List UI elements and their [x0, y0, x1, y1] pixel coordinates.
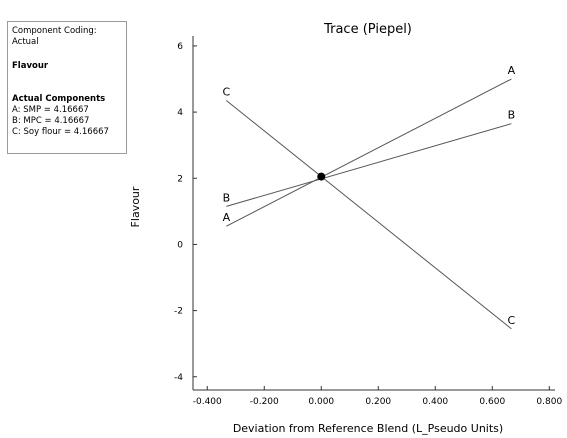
trace-label-c-end: C: [508, 314, 516, 327]
x-tick-label: -0.200: [250, 397, 279, 407]
trace-line-b: [226, 123, 512, 207]
reference-blend-point: [317, 172, 326, 181]
component-b-value: B: MPC = 4.16667: [12, 116, 90, 126]
trace-label-a-end: A: [508, 64, 516, 77]
y-tick-label: 0: [177, 240, 183, 250]
y-tick-label: -2: [174, 307, 183, 317]
y-tick-label: 2: [177, 174, 183, 184]
x-tick-label: 0.800: [536, 397, 562, 407]
component-c-value: C: Soy flour = 4.16667: [12, 127, 109, 137]
actual-components-title: Actual Components: [12, 94, 106, 104]
y-axis-title: Flavour: [129, 186, 142, 227]
trace-label-b-end: B: [508, 109, 516, 122]
x-tick-label: 0.600: [479, 397, 505, 407]
y-tick-label: 6: [177, 42, 183, 52]
trace-label-c-start: C: [223, 86, 231, 99]
x-axis-title: Deviation from Reference Blend (L_Pseudo…: [233, 422, 503, 435]
y-tick-label: -4: [174, 373, 183, 383]
trace-line-c: [226, 100, 512, 330]
trace-label-a-start: A: [223, 211, 231, 224]
response-name: Flavour: [12, 61, 49, 71]
x-tick-label: 0.400: [422, 397, 448, 407]
x-tick-label: 0.000: [308, 397, 334, 407]
x-tick-label: -0.400: [193, 397, 222, 407]
component-coding-label: Component Coding: Actual: [12, 26, 97, 47]
legend-box: Component Coding: Actual Flavour Actual …: [7, 21, 127, 154]
trace-line-a: [226, 78, 512, 227]
chart-title: Trace (Piepel): [323, 22, 412, 37]
x-tick-label: 0.200: [365, 397, 391, 407]
trace-label-b-start: B: [223, 191, 231, 204]
axes: -4 -2 0 2 4 6 -0.400 -0.200 0.000 0.200 0.400 0.600…: [174, 36, 562, 407]
component-a-value: A: SMP = 4.16667: [12, 105, 89, 115]
y-tick-label: 4: [177, 108, 183, 118]
